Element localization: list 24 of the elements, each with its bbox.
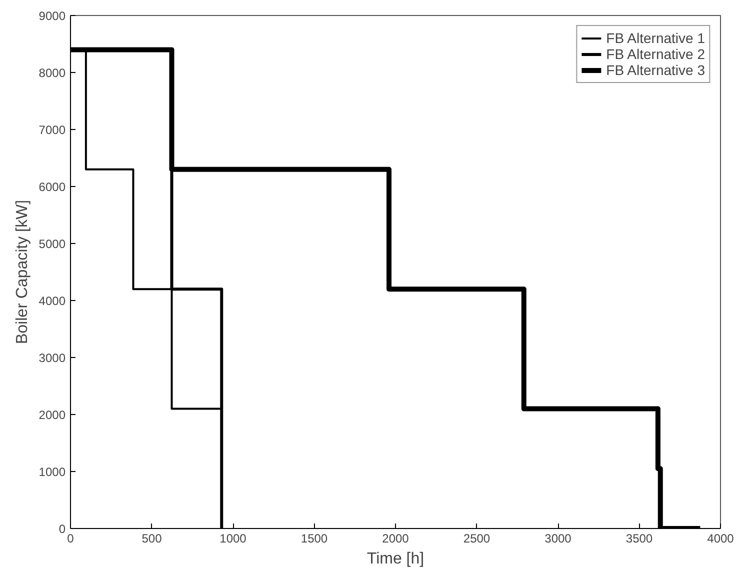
- legend-label: FB Alternative 2: [606, 46, 705, 62]
- x-tick-label: 2500: [463, 532, 490, 546]
- y-tick-label: 4000: [38, 294, 66, 308]
- x-tick-label: 500: [142, 532, 162, 546]
- y-tick-label: 7000: [38, 123, 66, 137]
- x-tick-label: 0: [67, 532, 74, 546]
- x-tick-label: 3500: [626, 532, 653, 546]
- y-tick-label: 3000: [38, 351, 66, 365]
- y-tick-label: 8000: [38, 66, 66, 80]
- x-axis-title: Time [h]: [366, 550, 424, 568]
- x-tick-label: 2000: [382, 532, 410, 546]
- x-tick-label: 4000: [707, 532, 734, 546]
- legend-label: FB Alternative 1: [606, 30, 705, 46]
- x-tick-label: 3000: [544, 532, 572, 546]
- y-axis-title: Boiler Capacity [kW]: [14, 200, 31, 344]
- legend-label: FB Alternative 3: [606, 62, 705, 78]
- y-tick-label: 9000: [38, 9, 66, 23]
- y-tick-label: 0: [58, 522, 66, 536]
- y-tick-label: 2000: [38, 408, 66, 422]
- y-tick-label: 5000: [38, 237, 66, 251]
- y-tick-label: 1000: [38, 465, 66, 479]
- y-tick-label: 6000: [38, 180, 66, 194]
- x-tick-label: 1000: [220, 532, 247, 546]
- x-tick-label: 1500: [300, 532, 328, 546]
